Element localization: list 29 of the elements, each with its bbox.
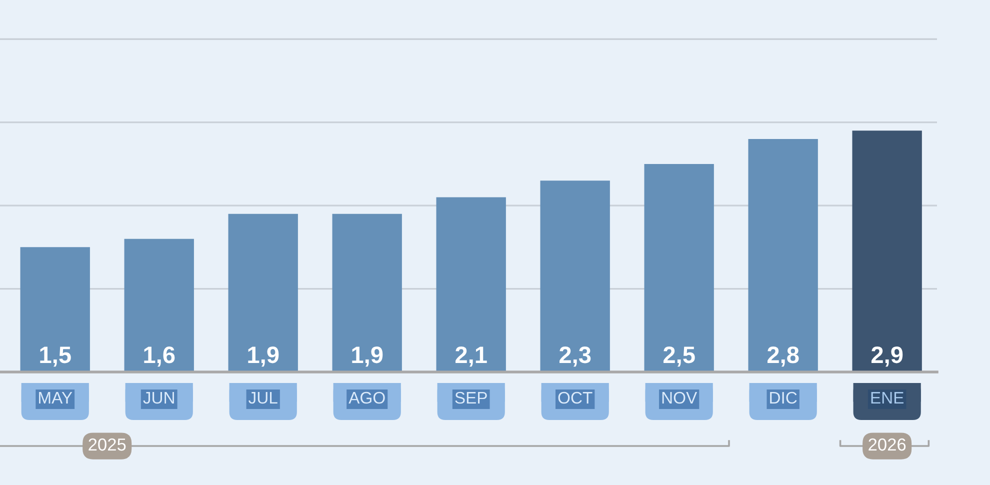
bar: [20, 247, 90, 372]
x-tick-label: JUL: [248, 392, 278, 404]
data-label: 2,9: [871, 346, 903, 367]
data-label: 1,6: [144, 346, 175, 367]
text: 2026: [868, 438, 906, 451]
x-tick-label: JUN: [143, 392, 174, 404]
data-label: 1,9: [352, 346, 383, 367]
data-label: 1,9: [248, 346, 279, 367]
x-tick-label: NOV: [662, 392, 698, 404]
bar: [124, 238, 194, 372]
data-label: 2,1: [456, 346, 487, 367]
bar: [748, 138, 818, 372]
bar: [436, 197, 506, 372]
data-label: 2,5: [664, 346, 695, 367]
bar: [540, 180, 610, 372]
text: 2025: [88, 438, 126, 451]
bar: [332, 214, 402, 372]
x-tick-label: SEP: [455, 392, 487, 404]
bar: [644, 164, 714, 372]
data-label: 1,5: [40, 346, 71, 367]
data-label: 2,3: [560, 346, 591, 367]
x-tick-label: DIC: [770, 392, 797, 404]
x-tick-label: MAY: [39, 392, 72, 404]
bar: [852, 130, 922, 372]
bar: [228, 214, 298, 372]
data-label: 2,8: [767, 346, 799, 367]
x-tick-label: OCT: [558, 392, 592, 404]
x-tick-label: ENE: [871, 392, 904, 404]
x-tick-label: AGO: [348, 392, 385, 404]
